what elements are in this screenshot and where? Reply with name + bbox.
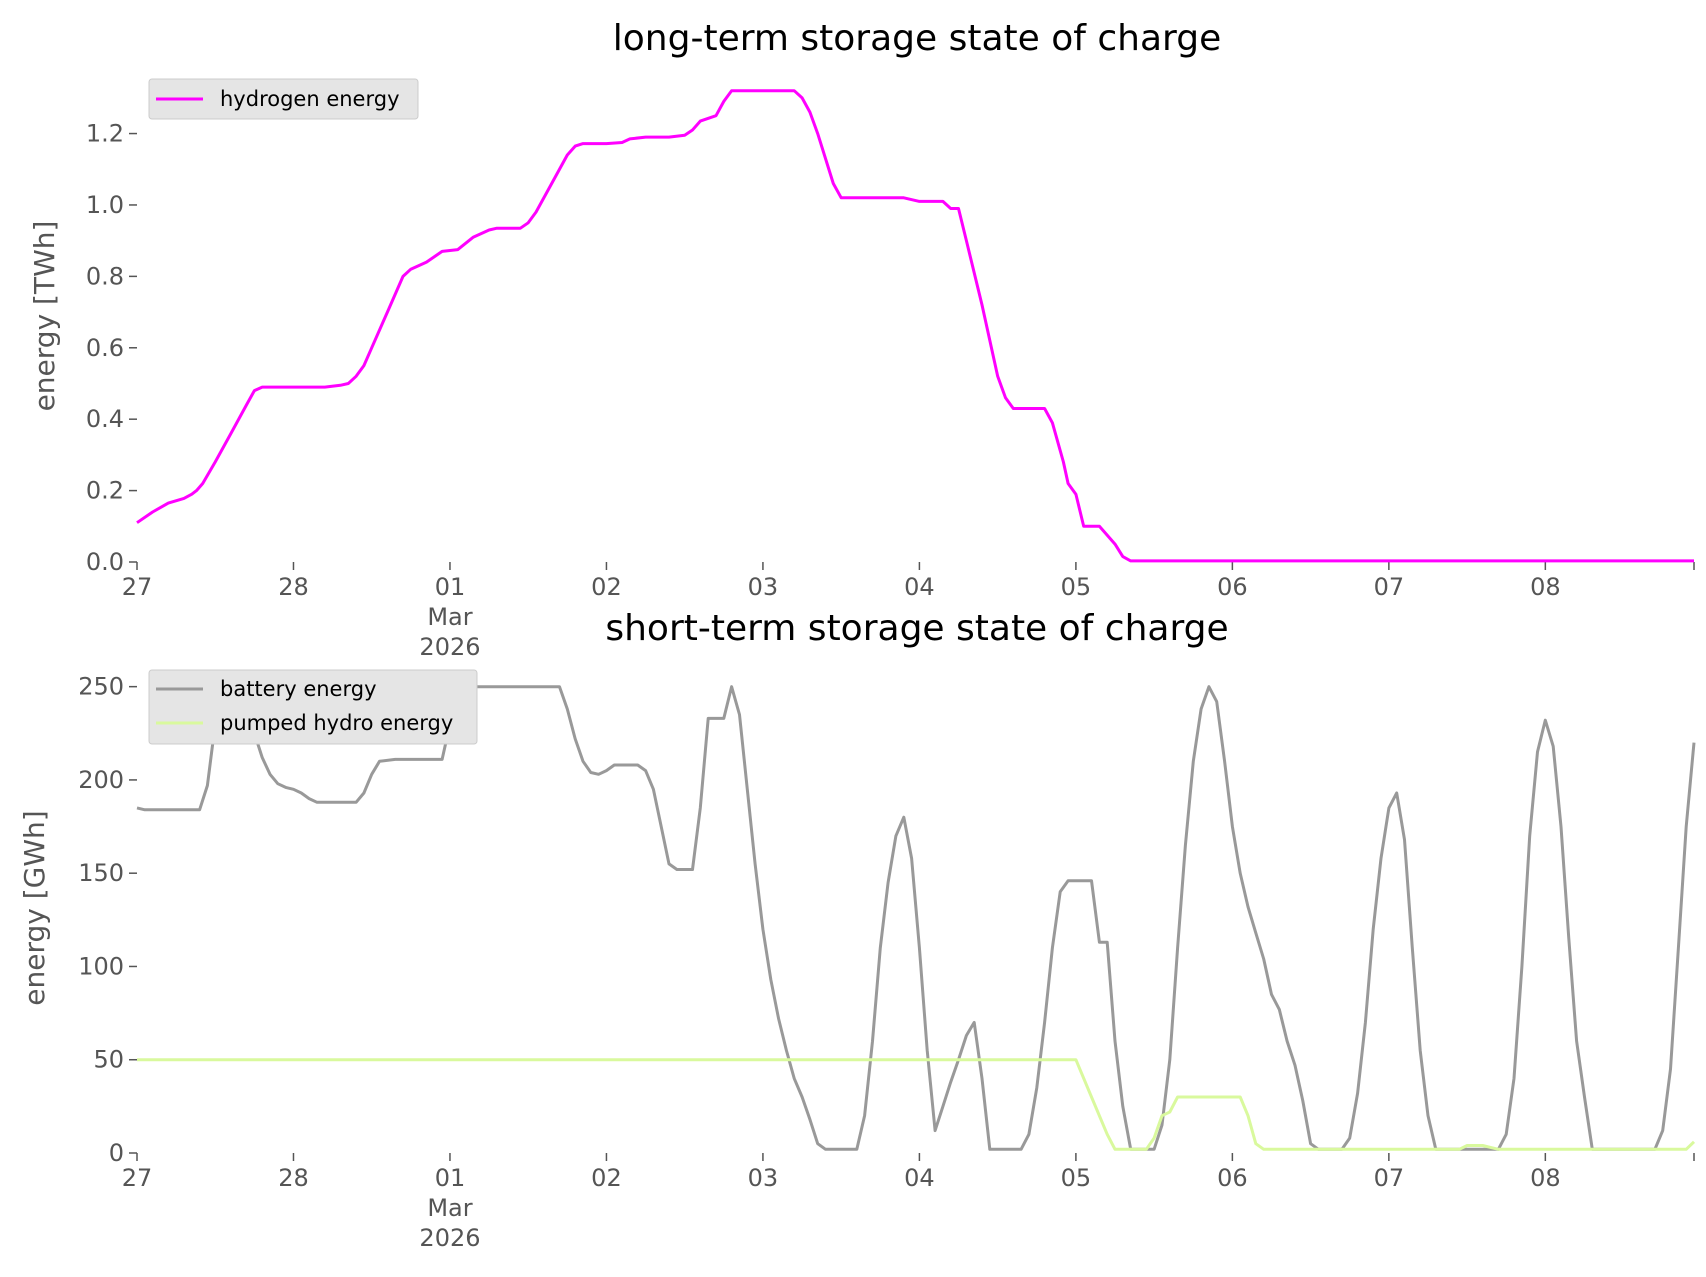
y-axis-label-long-term: energy [TWh]: [28, 221, 61, 412]
legend-label-battery: battery energy: [220, 677, 377, 701]
legend-label-hydrogen: hydrogen energy: [220, 87, 400, 111]
y-axis-label-short-term: energy [GWh]: [18, 810, 51, 1005]
x-tick-label: 01: [435, 573, 466, 601]
x-tick-label: 03: [748, 1164, 779, 1192]
y-tick-label: 0.2: [86, 477, 124, 505]
chart-long-term: long-term storage state of charge energy…: [28, 18, 1695, 661]
y-tick-label: 150: [78, 859, 124, 887]
x-tick-label: 04: [904, 1164, 935, 1192]
y-tick-label: 0.0: [86, 548, 124, 576]
x-tick-label: 08: [1530, 573, 1561, 601]
x-tick-label: 04: [904, 573, 935, 601]
x-tick-label: 07: [1374, 573, 1405, 601]
x-tick-label: 02: [591, 1164, 622, 1192]
x-tick-label: 27: [122, 1164, 153, 1192]
x-tick-label: 08: [1530, 1164, 1561, 1192]
y-tick-label: 0.8: [86, 262, 124, 290]
x-tick-sublabel: Mar: [427, 603, 472, 631]
legend-short-term[interactable]: battery energy pumped hydro energy: [148, 669, 478, 745]
x-tick-label: 28: [278, 573, 309, 601]
series-line-pumped-hydro-energy: [137, 1058, 1696, 1151]
x-tick-label: 05: [1061, 1164, 1092, 1192]
legend-long-term[interactable]: hydrogen energy: [148, 78, 419, 120]
chart-title-short-term: short-term storage state of charge: [605, 608, 1228, 649]
x-tick-sublabel: Mar: [427, 1194, 472, 1222]
x-tick-label: 06: [1217, 1164, 1248, 1192]
x-tick-label: 03: [748, 573, 779, 601]
y-tick-label: 100: [78, 952, 124, 980]
y-tick-label: 1.2: [86, 120, 124, 148]
y-tick-label: 0: [109, 1139, 124, 1167]
y-tick-label: 250: [78, 673, 124, 701]
x-tick-label: 01: [435, 1164, 466, 1192]
y-tick-label: 1.0: [86, 191, 124, 219]
legend-label-pumped-hydro: pumped hydro energy: [220, 711, 453, 735]
x-tick-label: 06: [1217, 573, 1248, 601]
chart-title-long-term: long-term storage state of charge: [613, 18, 1221, 59]
x-tick-label: 05: [1061, 573, 1092, 601]
x-tick-label: 27: [122, 573, 153, 601]
x-tick-sublabel: 2026: [419, 1224, 480, 1252]
chart-short-term: short-term storage state of charge energ…: [18, 608, 1696, 1252]
legend-box-short-term: [148, 669, 478, 745]
y-tick-label: 200: [78, 766, 124, 794]
y-tick-label: 0.4: [86, 405, 124, 433]
series-long-term: [136, 89, 1694, 563]
y-tick-label: 0.6: [86, 334, 124, 362]
x-tick-sublabel: 2026: [419, 633, 480, 661]
x-tick-label: 07: [1374, 1164, 1405, 1192]
y-tick-label: 50: [93, 1046, 124, 1074]
x-tick-label: 02: [591, 573, 622, 601]
x-tick-label: 28: [278, 1164, 309, 1192]
series-line-hydrogen-energy: [136, 89, 1694, 563]
legend-box-long-term: [148, 78, 419, 120]
